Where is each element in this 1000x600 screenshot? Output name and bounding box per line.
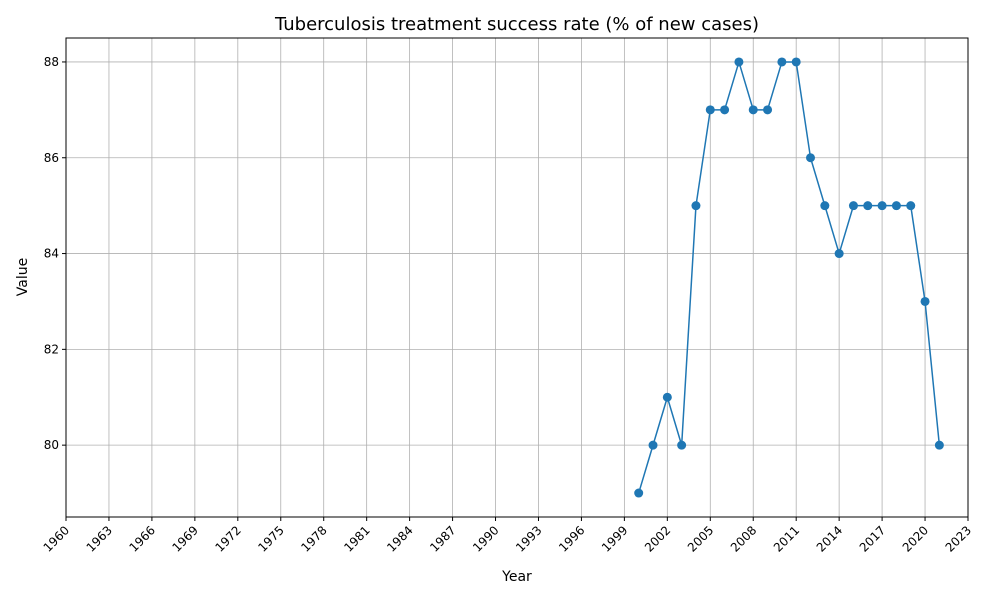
data-point [720, 105, 730, 115]
x-tick-label: 2002 [642, 523, 673, 554]
data-point [834, 249, 844, 259]
grid [65, 38, 969, 517]
chart-title: Tuberculosis treatment success rate (% o… [274, 14, 759, 35]
data-point [691, 201, 701, 211]
data-point [763, 105, 773, 115]
data-point [705, 105, 715, 115]
x-axis-ticks: 1960 1963 1966 1969 1972 1975 1978 1981 1984 1987… [41, 517, 974, 555]
data-point [906, 201, 916, 211]
data-point [748, 105, 758, 115]
data-point [920, 296, 930, 306]
x-tick-label: 1999 [599, 523, 630, 554]
x-tick-label: 2005 [685, 523, 716, 554]
plot-area-frame [65, 37, 969, 518]
x-tick-label: 1993 [513, 523, 544, 554]
x-tick-label: 2014 [814, 523, 845, 554]
x-tick-label: 2008 [728, 523, 759, 554]
x-tick-label: 2011 [771, 523, 802, 554]
y-tick-label: 82 [44, 342, 59, 356]
data-point [662, 392, 672, 402]
x-axis-title: Year [501, 569, 532, 585]
data-point [848, 201, 858, 211]
x-tick-label: 1990 [470, 523, 501, 554]
data-point [677, 440, 687, 450]
data-point [877, 201, 887, 211]
x-tick-label: 1972 [212, 523, 243, 554]
x-tick-label: 1987 [427, 523, 458, 554]
x-tick-label: 1975 [255, 523, 286, 554]
data-point [891, 201, 901, 211]
series-line [637, 59, 941, 494]
x-tick-label: 1996 [556, 523, 587, 554]
data-point [734, 57, 744, 67]
data-point [634, 488, 644, 498]
y-tick-label: 84 [44, 247, 59, 261]
y-tick-label: 86 [44, 151, 59, 165]
x-tick-label: 2017 [857, 523, 888, 554]
x-tick-label: 1960 [41, 523, 72, 554]
x-tick-label: 1981 [341, 523, 372, 554]
x-tick-label: 2023 [943, 523, 974, 554]
y-tick-label: 80 [44, 438, 59, 452]
y-tick-label: 88 [44, 55, 59, 69]
data-point [777, 57, 787, 67]
y-axis-title: Value [15, 258, 31, 296]
x-tick-label: 1984 [384, 523, 415, 554]
x-tick-label: 1969 [169, 523, 200, 554]
x-tick-label: 1978 [298, 523, 329, 554]
data-point [648, 440, 658, 450]
data-point [791, 57, 801, 67]
data-point [820, 201, 830, 211]
data-points [634, 57, 944, 498]
x-tick-label: 2020 [900, 523, 931, 554]
data-point [806, 153, 816, 163]
x-tick-label: 1963 [84, 523, 115, 554]
x-tick-label: 1966 [127, 523, 158, 554]
y-axis-ticks: 80 82 84 86 88 [44, 55, 66, 452]
data-point [863, 201, 873, 211]
series-line-group [637, 59, 941, 494]
data-point [934, 440, 944, 450]
